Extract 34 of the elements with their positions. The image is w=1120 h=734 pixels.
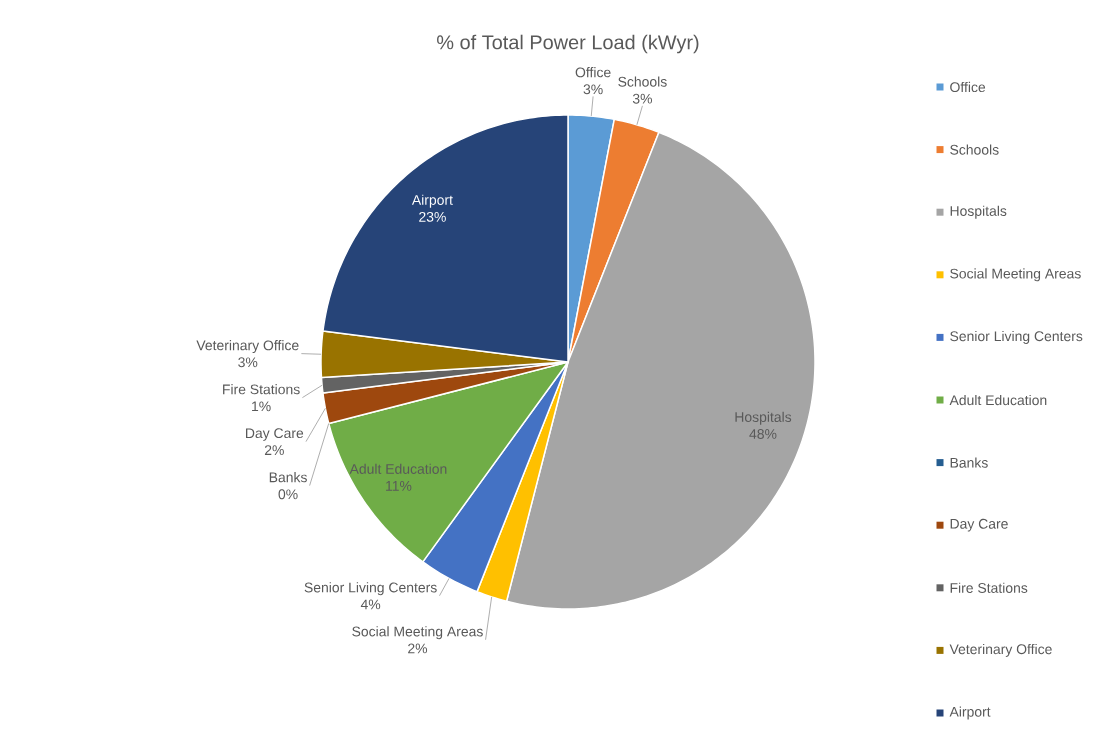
legend-label: Senior Living Centers (950, 330, 1083, 344)
slice-label: Hospitals (735, 411, 792, 425)
slice-label: Office (575, 67, 611, 78)
legend-label: Hospitals (950, 205, 1007, 219)
legend-label: Veterinary Office (949, 643, 1052, 657)
slice-label: Fire Stations (223, 384, 300, 395)
slice-label: Day Care (246, 428, 304, 441)
data-label: 3% (238, 357, 258, 368)
data-label: 4% (360, 599, 381, 610)
data-label: 48% (749, 429, 777, 439)
data-label: 3% (583, 84, 603, 95)
slice-label: Veterinary Office (196, 340, 299, 354)
legend-label: Schools (950, 144, 999, 155)
legend-label: Fire Stations (950, 582, 1028, 593)
legend-label: Office (950, 81, 986, 93)
slice-label: Social Meeting Areas (352, 626, 483, 640)
slice-label: Schools (618, 76, 667, 87)
legend-label: Day Care (950, 518, 1008, 532)
data-label: 11% (386, 481, 412, 491)
slice-label: Adult Education (349, 463, 447, 474)
data-label: 1% (252, 401, 271, 412)
chart-title: % of Total Power Load (kWyr) (437, 34, 699, 54)
legend-label: Social Meeting Areas (950, 268, 1081, 282)
category-label: Banks (269, 472, 307, 483)
data-label: 2% (264, 445, 284, 455)
data-label: 2% (408, 643, 428, 654)
text: 0% (278, 489, 298, 500)
legend-label: Banks (950, 457, 988, 468)
legend-label: Airport (949, 706, 991, 720)
data-label: 3% (632, 93, 652, 104)
data-label: 23% (419, 211, 446, 222)
slice-label: Senior Living Centers (304, 582, 437, 596)
legend-label: Adult Education (949, 394, 1047, 406)
slice-label: Airport (411, 194, 453, 208)
